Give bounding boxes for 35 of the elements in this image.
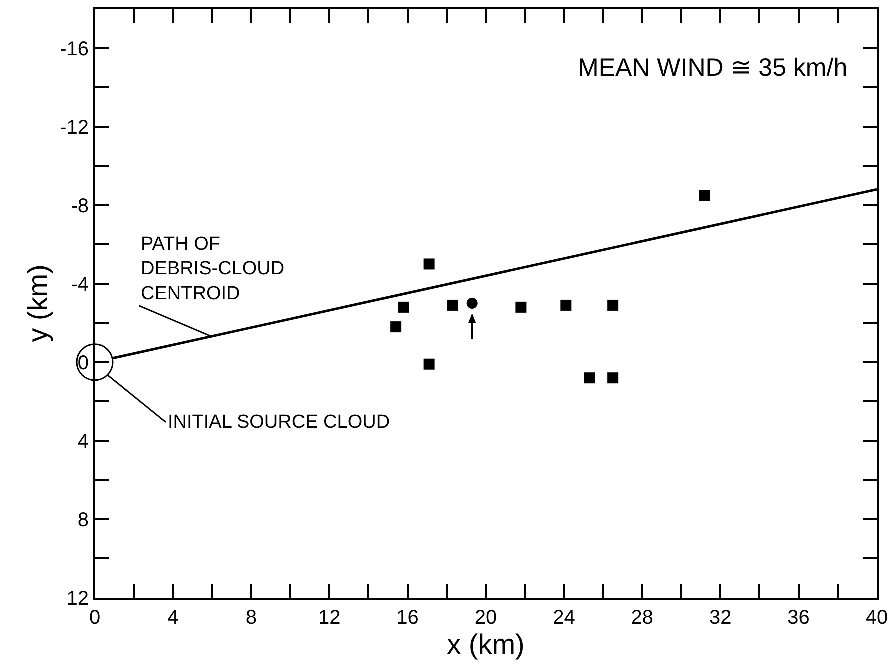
annotation: MEAN WIND ≅ 35 km/h <box>578 54 848 82</box>
point <box>466 298 478 309</box>
x-tick-label: 8 <box>246 607 257 629</box>
x-tick-label: 12 <box>318 607 341 629</box>
annotation: PATH OF DEBRIS-CLOUD CENTROID <box>141 234 285 304</box>
y-tick-label: 8 <box>78 509 89 532</box>
point <box>398 302 410 313</box>
y-tick-label: -8 <box>71 195 89 218</box>
x-tick-label: 36 <box>788 607 810 629</box>
y-tick-label: -4 <box>71 274 89 296</box>
y-tick-label: -12 <box>60 116 89 139</box>
point <box>447 300 458 311</box>
x-tick-label: 28 <box>631 607 654 629</box>
x-tick-label: 40 <box>866 607 888 629</box>
point <box>424 358 435 370</box>
y-axis-title: y (km) <box>22 264 54 342</box>
point <box>560 300 572 311</box>
annotation: INITIAL SOURCE CLOUD <box>168 412 390 433</box>
point <box>608 300 619 311</box>
point <box>516 302 527 313</box>
x-axis-title: x (km) <box>447 629 525 660</box>
y-tick-label: -16 <box>60 38 89 60</box>
x-tick-label: 24 <box>553 607 576 629</box>
x-tick-label: 32 <box>709 607 732 629</box>
x-tick-label: 20 <box>474 607 498 629</box>
y-tick-label: 4 <box>78 430 89 453</box>
x-tick-label: 16 <box>396 607 419 629</box>
y-tick-label: 12 <box>66 588 89 610</box>
x-tick-label: 4 <box>168 607 179 629</box>
point <box>608 372 619 384</box>
point <box>424 258 435 270</box>
point <box>699 190 710 202</box>
y-tick-label: 0 <box>78 352 89 374</box>
point <box>584 372 596 384</box>
point <box>390 322 402 333</box>
